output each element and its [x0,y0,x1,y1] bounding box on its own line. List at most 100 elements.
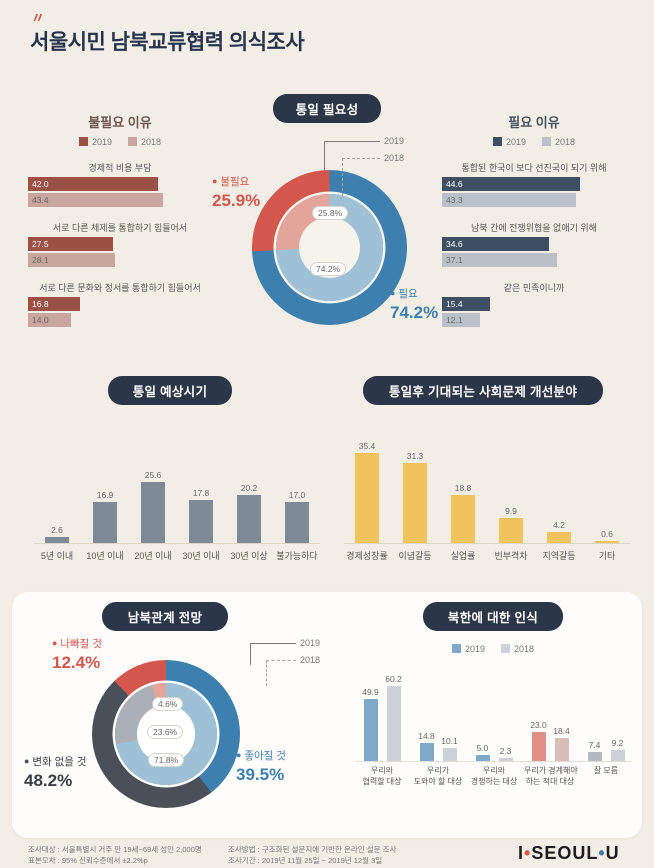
bar-2018 [442,748,457,761]
page-title: 서울시민 남북교류협력 의식조사 [30,31,305,54]
bar-group: 5.0 2.3 [468,743,520,761]
category-label: 우리가 경계해야 하는 적대 대상 [524,766,578,786]
bar-slot: 35.4 [344,441,390,543]
legend-item-2018: 2018 [501,644,534,654]
bar-group: 경제적 비용 부담 42.0 43.4 [28,161,212,207]
category-label: 우리와 협력할 대상 [362,766,402,786]
callout-value: 74.2% [390,303,439,322]
bar-slot: 4.2 [536,520,582,543]
inner-pct-necessary: 74.2% [310,262,347,276]
unnecessary-reasons-bars: 경제적 비용 부담 42.0 43.4 서로 다른 체제를 통합하기 힘들어서 … [28,161,212,327]
legend-connector [342,158,343,196]
nk-perception-legend: 2019 2018 [423,644,563,654]
bar-slot: 25.6 [130,470,176,543]
bar-2019: 27.5 [28,237,114,251]
bar-value: 14.8 [418,730,435,741]
social-improvement-chart: 35.4 31.3 18.8 9.9 4.2 0.6 [344,412,630,544]
bar-value: 20.2 [240,482,258,493]
bar-2018 [498,758,513,761]
bar-group: 49.9 60.2 [356,674,408,761]
unnecessary-reasons-legend: 2019 2018 [28,137,212,147]
legend-year-2019: 2019 [384,136,405,146]
bar-value: 18.4 [553,726,570,736]
bar-group: 14.8 10.1 [412,730,464,761]
bar [595,541,619,543]
inner-pct-better: 71.8% [148,753,185,767]
bullet-icon: ● [52,638,58,648]
bar-group: 통합된 한국이 보다 선진국이 되기 위해 44.6 43.3 [442,161,626,207]
bar [285,502,309,543]
legend-year-2019: 2019 [300,638,321,648]
legend-connector [324,141,325,171]
legend-label: 2018 [555,137,576,147]
legend-swatch-2018 [128,137,137,146]
callout-value: 25.9% [212,191,261,210]
bullet-icon: ● [236,750,242,760]
callout-better: ● 좋아질 것 39.5% [236,748,286,785]
bar-value: 44.6 [446,179,463,189]
section-title-social-improvement: 통일후 기대되는 사회문제 개선분야 [363,376,603,405]
section-title-unification-timing: 통일 예상시기 [108,376,232,405]
bar-value: 12.1 [446,315,463,325]
legend-swatch-2018 [542,137,551,146]
red-dot-icon: • [524,843,532,863]
callout-unnecessary: ● 불필요 25.9% [212,174,260,211]
bar [355,452,379,543]
bar-group: 7.4 9.2 [580,738,632,761]
legend-connector [342,158,380,159]
bar-value: 31.3 [406,451,424,462]
bar-2018: 14.0 [28,313,72,327]
social-improvement-labels: 경제성장률 이념갈등 실업률 빈부격차 지역갈등 기타 [344,549,630,562]
category-label: 30년 이내 [182,551,220,561]
bar-value: 15.4 [446,299,463,309]
category-label: 빈부격차 [494,551,528,561]
bar-value: 35.4 [358,440,376,451]
bar-value: 43.4 [32,195,49,205]
bar-2018: 37.1 [442,253,557,267]
legend-item-2019: 2019 [451,644,485,654]
inner-pct-worse: 4.6% [152,697,184,711]
bar-value: 9.9 [505,505,517,516]
bar-group-label: 같은 민족이니까 [503,283,565,293]
bar-2019: 16.8 [28,297,81,311]
nk-perception-chart: 49.9 60.2 14.8 10.1 5.0 2.3 23.0 18.4 7.… [356,664,632,762]
bar [451,495,475,543]
bar-value: 7.4 [588,739,601,750]
callout-label: 변화 없을 것 [32,756,87,768]
category-label: 경제성장률 [346,551,388,561]
bar-2019 [531,732,546,761]
legend-item-2018: 2018 [128,137,161,147]
inner-pct-same: 23.6% [147,725,184,739]
section-title-unification-necessity: 통일 필요성 [273,94,381,123]
bar [45,536,69,543]
callout-label: 나빠질 것 [60,638,102,650]
category-label: 지역갈등 [542,551,576,561]
callout-value: 48.2% [24,771,73,790]
bar-2018: 43.4 [28,193,163,207]
callout-label: 불필요 [220,176,250,188]
bar-slot: 2.6 [34,525,80,543]
legend-connector [324,141,380,142]
bar-group: 같은 민족이니까 15.4 12.1 [442,281,626,327]
bar-group: 서로 다른 문화와 정서를 통합하기 힘들어서 16.8 14.0 [28,281,212,327]
callout-label: 필요 [398,288,418,300]
bar-group-label: 서로 다른 문화와 정서를 통합하기 힘들어서 [39,283,201,293]
bar-value: 60.2 [385,673,402,684]
bar-slot: 17.8 [178,488,224,543]
bar-value: 18.8 [454,483,472,494]
bar-value: 10.1 [441,736,458,747]
bar-value: 27.5 [32,239,49,249]
bar-value: 43.3 [446,195,463,205]
bar-2019 [419,742,434,761]
bar-value: 16.8 [32,299,49,309]
bar-group: 23.0 18.4 [524,720,576,761]
bar [403,463,427,543]
bar-value: 34.6 [446,239,463,249]
bar-value: 17.0 [288,490,306,501]
callout-worse: ● 나빠질 것 12.4% [52,636,102,673]
section-necessary-reasons: 필요 이유 2019 2018 통합된 한국이 보다 선진국이 되기 위해 44… [442,112,626,341]
callout-same: ● 변화 없을 것 48.2% [24,754,87,791]
bar-value: 2.6 [51,524,63,535]
category-label: 20년 이내 [134,551,172,561]
quote-mark-icon [31,8,45,28]
